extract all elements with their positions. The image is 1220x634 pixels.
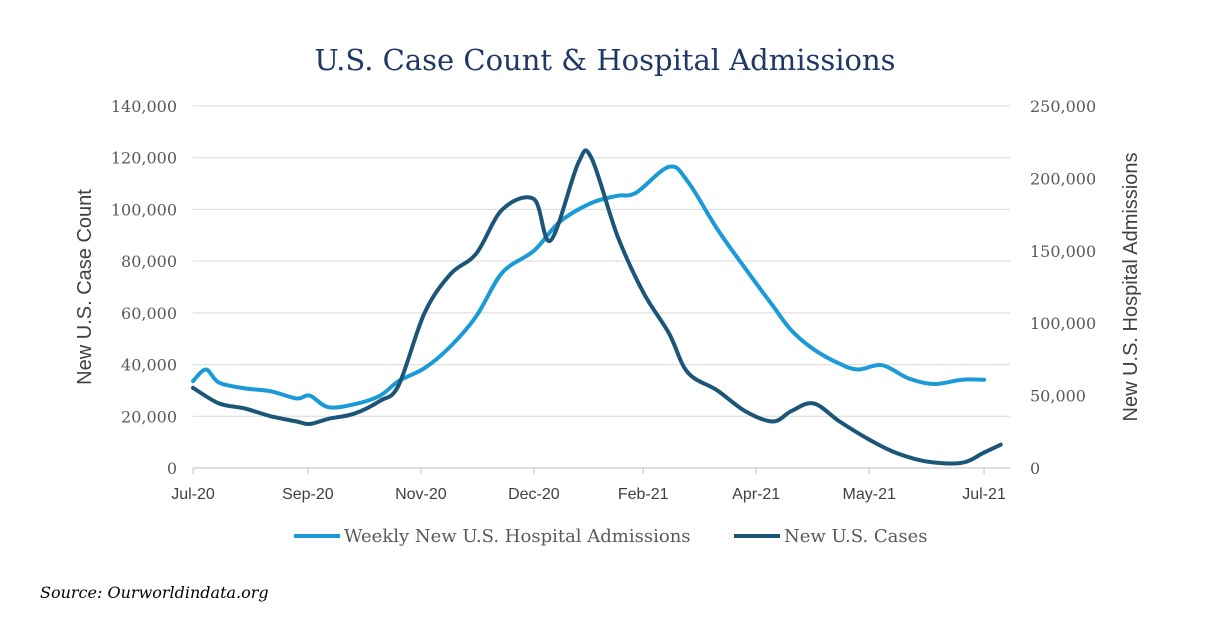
legend: Weekly New U.S. Hospital Admissions New U… [294, 526, 928, 547]
y-left-tick-label: 140,000 [111, 97, 177, 116]
series-line-0 [191, 164, 987, 410]
x-axis: Jul-20 Sep-20 Nov-20 Dec-20 Feb-21 Apr-21 May-… [171, 467, 1010, 503]
legend-label-1: New U.S. Cases [784, 526, 928, 547]
x-tick-label: Jul-20 [171, 486, 215, 503]
x-tick-label: Apr-21 [732, 486, 780, 503]
y-left-tick-label: 0 [167, 459, 177, 478]
y-left-tick-label: 40,000 [121, 356, 177, 375]
gridlines [193, 105, 1010, 417]
y-right-tick-label: 150,000 [1030, 242, 1096, 261]
y-left-tick-label: 80,000 [121, 252, 177, 271]
x-tick-label: May-21 [843, 486, 896, 503]
y-right-tick-labels: 0 50,000 100,000 150,000 200,000 250,000 [1030, 97, 1096, 478]
y-right-tick-label: 0 [1030, 459, 1040, 478]
legend-label-0: Weekly New U.S. Hospital Admissions [344, 526, 691, 547]
chart-title: U.S. Case Count & Hospital Admissions [314, 43, 895, 77]
x-tick-label: Sep-20 [282, 486, 334, 503]
y-left-tick-label: 120,000 [111, 149, 177, 168]
y-right-tick-label: 50,000 [1030, 387, 1086, 406]
y-right-tick-label: 250,000 [1030, 97, 1096, 116]
x-tick-label: Jul-21 [962, 486, 1006, 503]
y-left-axis-title: New U.S. Case Count [74, 189, 96, 385]
series-lines [191, 148, 1003, 466]
source-note: Source: Ourworldindata.org [40, 583, 269, 602]
x-tick-label: Dec-20 [508, 486, 560, 503]
y-left-tick-label: 60,000 [121, 304, 177, 323]
y-left-tick-label: 100,000 [111, 200, 177, 219]
y-right-axis-title: New U.S. Hospital Admissions [1120, 153, 1142, 422]
y-left-tick-label: 20,000 [121, 407, 177, 426]
y-right-tick-label: 200,000 [1030, 169, 1096, 188]
y-right-tick-label: 100,000 [1030, 314, 1096, 333]
y-left-tick-labels: 0 20,000 40,000 60,000 80,000 100,000 120,000 1… [111, 97, 177, 478]
x-tick-label: Feb-21 [618, 486, 669, 503]
x-tick-label: Nov-20 [395, 486, 447, 503]
series-line-1 [191, 148, 1003, 466]
